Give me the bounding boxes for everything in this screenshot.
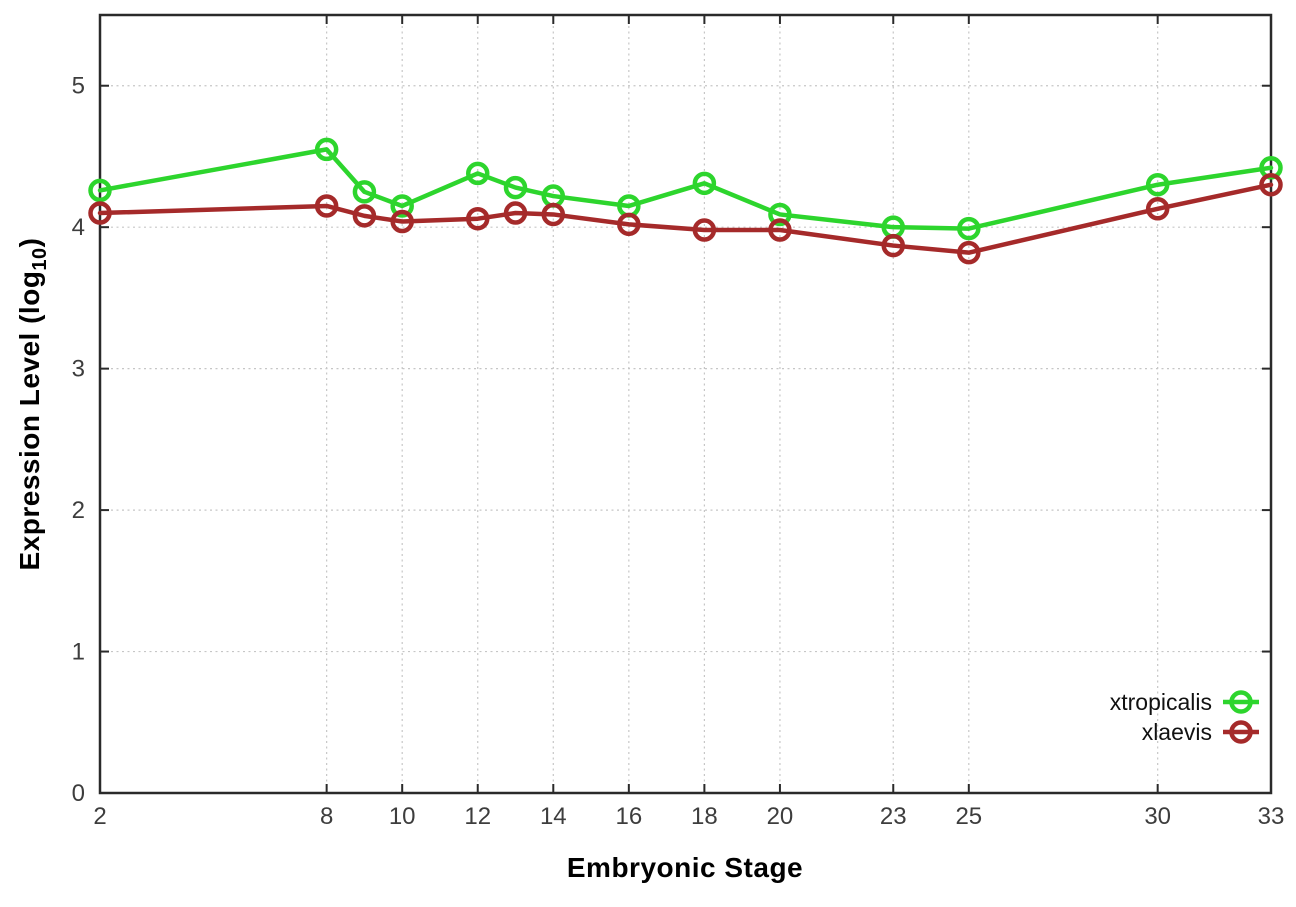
data-point-xtropicalis <box>88 178 112 203</box>
data-point-xlaevis <box>352 204 377 228</box>
x-tick-label: 20 <box>767 803 794 830</box>
x-axis-title: Embryonic Stage <box>566 852 804 883</box>
data-point-xlaevis <box>503 201 528 225</box>
x-tick-label: 23 <box>880 803 907 830</box>
data-point-xlaevis <box>1145 197 1170 221</box>
data-point-xtropicalis <box>768 202 792 227</box>
data-point-xlaevis <box>768 218 792 242</box>
data-point-xlaevis <box>390 209 414 234</box>
y-tick-label: 2 <box>72 497 85 524</box>
data-point-xlaevis <box>314 194 339 218</box>
y-axis-title: Expression Level (log10) <box>14 238 52 571</box>
x-tick-label: 30 <box>1144 803 1171 830</box>
x-tick-label: 8 <box>320 803 333 830</box>
data-point-xlaevis <box>541 202 566 227</box>
y-tick-label: 3 <box>72 356 85 383</box>
data-point-xlaevis <box>1259 172 1283 197</box>
legend-label-xtropicalis: xtropicalis <box>1110 689 1212 715</box>
data-point-xlaevis <box>957 240 981 265</box>
data-point-xtropicalis <box>503 175 528 200</box>
y-tick-label: 4 <box>72 214 85 241</box>
data-point-xlaevis <box>465 206 490 231</box>
data-point-xtropicalis <box>352 180 377 204</box>
data-point-xtropicalis <box>692 171 717 196</box>
data-point-xtropicalis <box>1145 172 1170 197</box>
x-tick-label: 12 <box>464 803 491 830</box>
x-tick-label: 10 <box>389 803 416 830</box>
y-tick-label: 1 <box>72 639 85 666</box>
y-axis-title-text: Expression Level (log <box>14 270 46 571</box>
data-point-xtropicalis <box>390 194 414 218</box>
data-point-xtropicalis <box>957 216 981 241</box>
data-point-xtropicalis <box>314 137 339 162</box>
x-tick-label: 2 <box>93 803 106 830</box>
data-point-xtropicalis <box>465 161 490 186</box>
legend-sample-marker-xtropicalis <box>1229 690 1253 714</box>
x-tick-label: 18 <box>691 803 718 830</box>
y-tick-label: 5 <box>72 73 85 100</box>
plot-border <box>98 13 1273 795</box>
y-axis-title-subscript: 10 <box>28 247 51 271</box>
x-tick-label: 33 <box>1258 803 1285 830</box>
x-tick-label: 14 <box>540 803 567 830</box>
legend-label-xlaevis: xlaevis <box>1142 719 1212 745</box>
y-tick-label: 0 <box>72 780 85 807</box>
legend-sample-marker-xlaevis <box>1229 720 1253 744</box>
data-point-xlaevis <box>617 212 641 237</box>
data-point-xlaevis <box>692 218 717 242</box>
x-tick-label: 25 <box>955 803 982 830</box>
series-line-xtropicalis <box>97 147 1274 231</box>
x-tick-label: 16 <box>615 803 642 830</box>
data-point-xlaevis <box>881 233 906 258</box>
data-point-xlaevis <box>88 201 112 225</box>
y-axis-title-suffix: ) <box>14 237 46 248</box>
series-line-xlaevis <box>97 182 1274 255</box>
